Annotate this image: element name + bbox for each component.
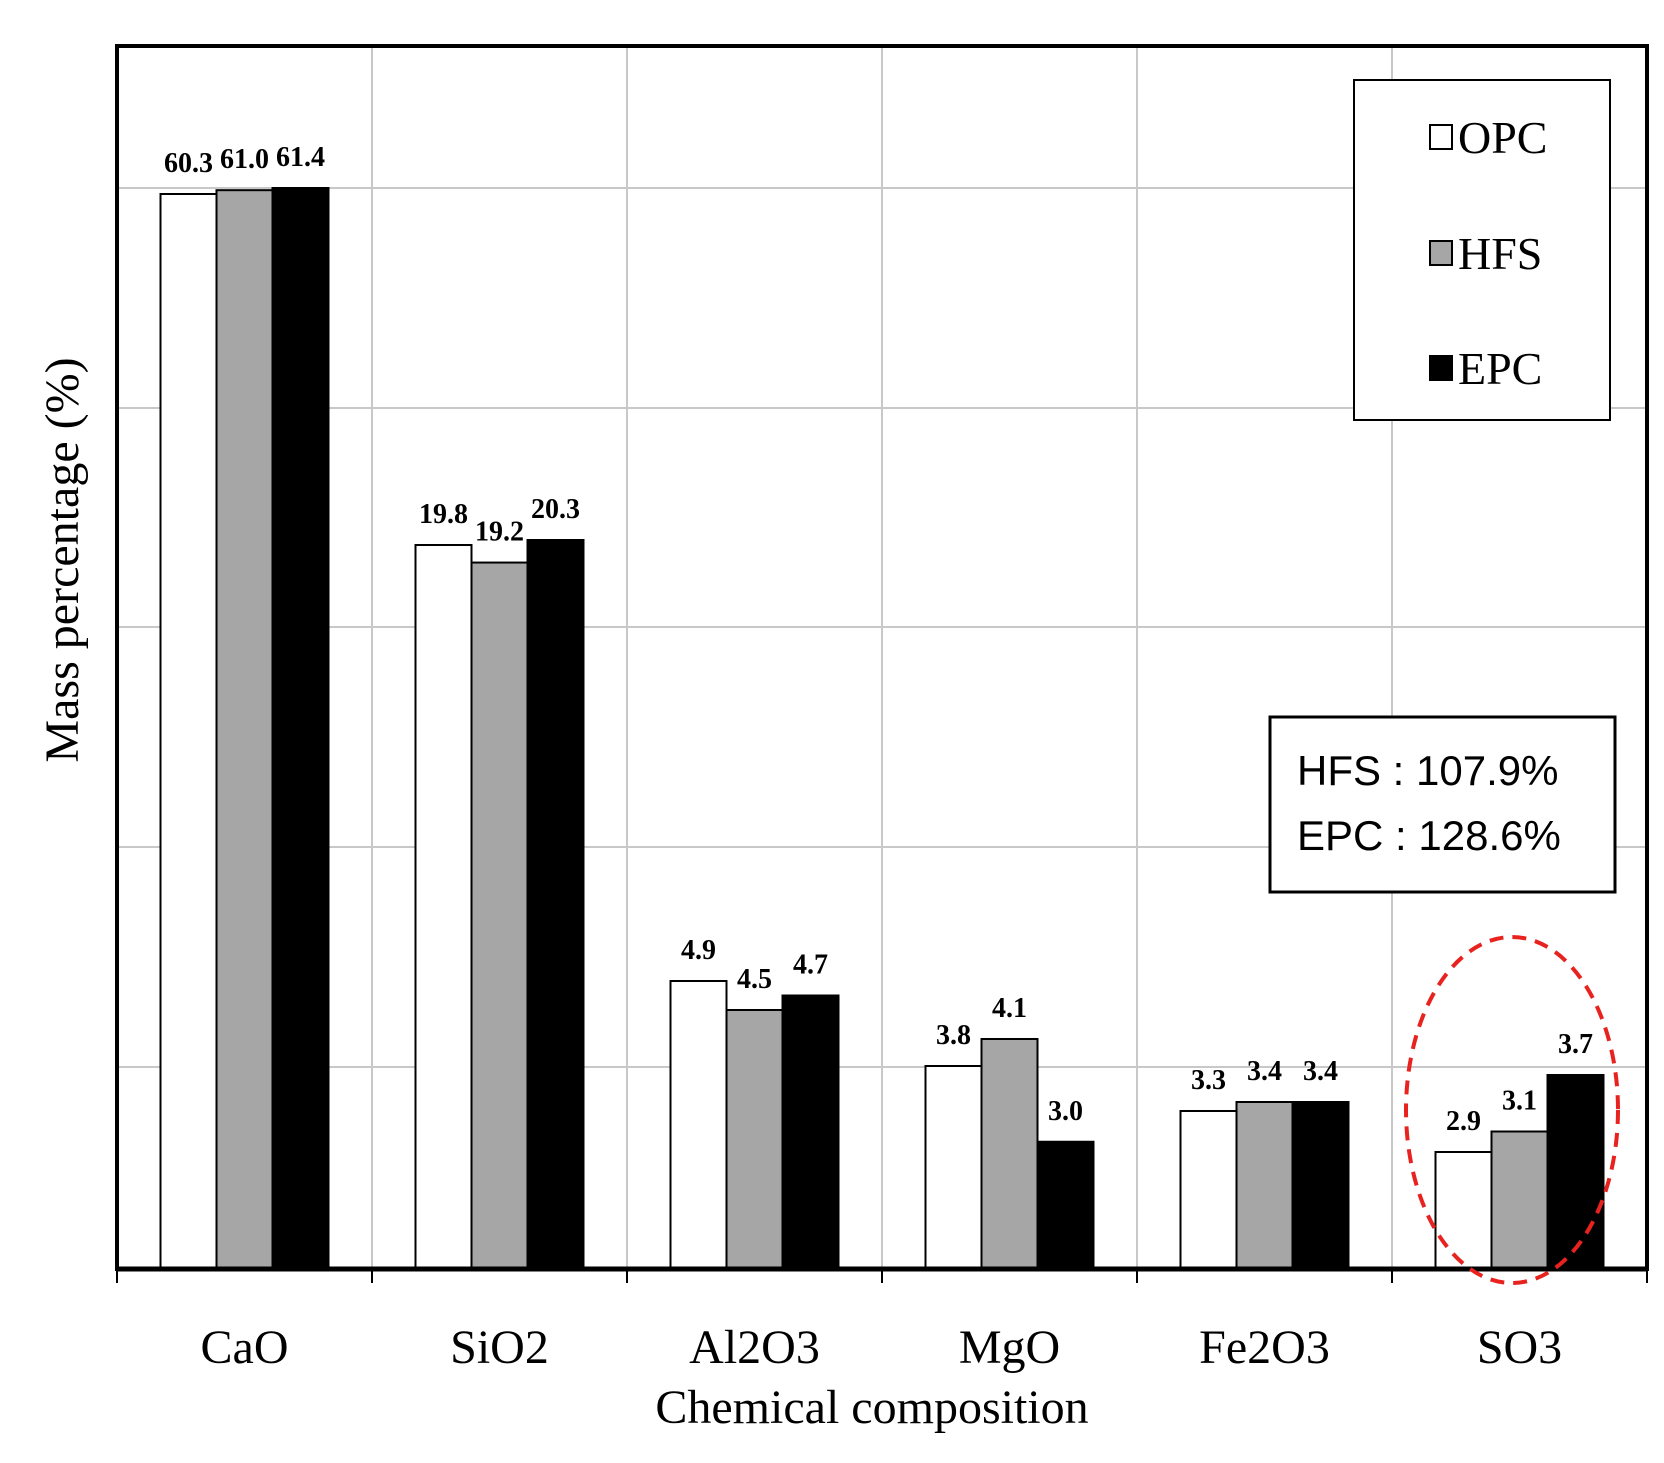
data-label: 19.8 xyxy=(419,499,468,530)
data-label: 3.8 xyxy=(936,1020,971,1051)
bar-opc-cao xyxy=(159,193,218,1270)
bar-hfs-sio2 xyxy=(470,561,529,1270)
legend-label-epc: EPC xyxy=(1458,343,1542,394)
data-label: 4.5 xyxy=(737,964,772,995)
annotation-box xyxy=(1268,715,1617,894)
data-label: 4.1 xyxy=(992,993,1027,1024)
x-tick-label: Al2O3 xyxy=(689,1321,820,1374)
bar-epc-so3 xyxy=(1546,1074,1605,1270)
legend-label-opc: OPC xyxy=(1458,112,1547,163)
x-tick-label: MgO xyxy=(959,1321,1060,1374)
bar-opc-al2o3 xyxy=(669,980,728,1270)
legend-swatch-opc xyxy=(1429,124,1453,150)
annotation-line-epc: EPC : 128.6% xyxy=(1297,812,1561,859)
bar-epc-cao xyxy=(271,187,330,1270)
bar-epc-sio2 xyxy=(526,539,585,1270)
x-axis-title: Chemical composition xyxy=(655,1381,1088,1434)
data-label: 61.4 xyxy=(276,142,325,173)
bar-epc-mgo xyxy=(1036,1140,1095,1270)
legend-label-hfs: HFS xyxy=(1458,228,1542,279)
data-label: 60.3 xyxy=(164,148,213,179)
data-label: 3.1 xyxy=(1502,1086,1537,1117)
so3-highlight-ellipse xyxy=(1404,935,1620,1285)
legend-swatch-hfs xyxy=(1429,240,1453,266)
data-label: 3.3 xyxy=(1191,1065,1226,1096)
x-axis-ticks xyxy=(116,1269,1648,1283)
data-label: 3.0 xyxy=(1048,1096,1083,1127)
legend-items: OPC HFS EPC xyxy=(1429,112,1547,394)
annotation: HFS : 107.9% EPC : 128.6% xyxy=(1268,715,1617,894)
bar-opc-fe2o3 xyxy=(1179,1110,1238,1270)
bar-opc-sio2 xyxy=(414,544,473,1270)
x-tick-label: SiO2 xyxy=(450,1321,549,1374)
data-label: 4.7 xyxy=(793,950,828,981)
bar-hfs-cao xyxy=(215,189,274,1271)
legend-box xyxy=(1353,79,1611,421)
data-label: 19.2 xyxy=(475,517,524,548)
bar-hfs-so3 xyxy=(1490,1130,1549,1270)
legend: OPC HFS EPC xyxy=(1353,79,1611,421)
data-label: 2.9 xyxy=(1446,1106,1481,1137)
bar-hfs-al2o3 xyxy=(725,1009,784,1270)
legend-swatch-epc xyxy=(1429,355,1453,381)
bar-epc-al2o3 xyxy=(781,994,840,1270)
bar-hfs-mgo xyxy=(980,1038,1039,1270)
x-tick-label: SO3 xyxy=(1477,1321,1562,1374)
grid xyxy=(117,46,1647,1269)
x-axis-tick-labels: CaO SiO2 Al2O3 MgO Fe2O3 SO3 xyxy=(201,1321,1563,1374)
x-tick-label: CaO xyxy=(201,1321,289,1374)
data-label: 3.7 xyxy=(1558,1029,1593,1060)
data-label: 3.4 xyxy=(1247,1056,1282,1087)
bar-epc-fe2o3 xyxy=(1291,1101,1350,1270)
bar-opc-mgo xyxy=(924,1065,983,1270)
bar-opc-so3 xyxy=(1434,1151,1493,1270)
data-label: 4.9 xyxy=(681,935,716,966)
data-label: 3.4 xyxy=(1303,1056,1338,1087)
y-axis-title: Mass percentage (%) xyxy=(36,357,89,762)
data-labels: 60.3 61.0 61.4 19.819.220.3 4.9 4.5 4.7 3.8 4.1 3… xyxy=(164,142,1593,1137)
x-tick-label: Fe2O3 xyxy=(1199,1321,1330,1374)
bar-hfs-fe2o3 xyxy=(1235,1101,1294,1270)
data-label: 20.3 xyxy=(531,494,580,525)
data-label: 61.0 xyxy=(220,144,269,175)
annotation-line-hfs: HFS : 107.9% xyxy=(1297,747,1558,794)
